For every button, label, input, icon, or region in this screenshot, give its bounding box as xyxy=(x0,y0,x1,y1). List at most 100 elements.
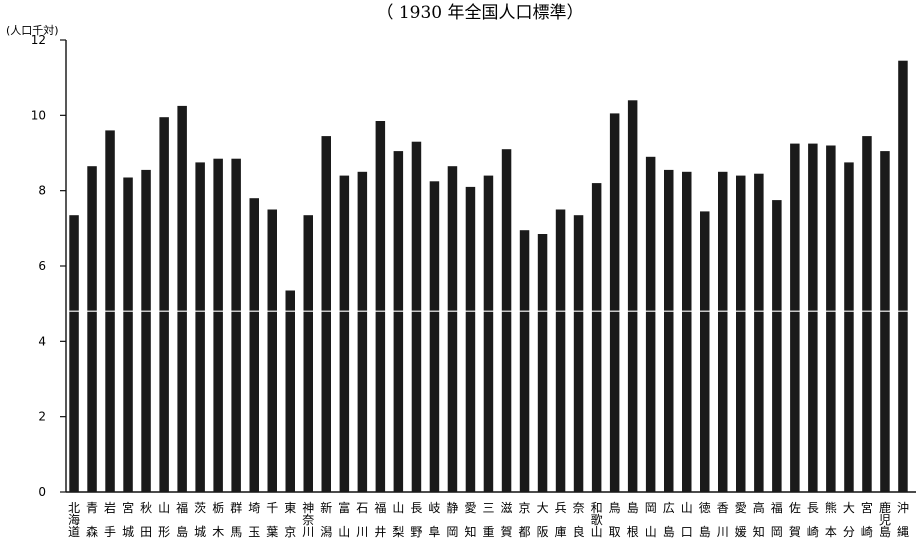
bar-鳥取 xyxy=(609,113,620,493)
x-tick-label-char: 栃 xyxy=(212,501,224,515)
bar-大分 xyxy=(844,162,854,492)
bar-北海道 xyxy=(69,215,79,492)
x-tick-label-char: 沖 xyxy=(897,501,909,515)
x-tick-label-char: 手 xyxy=(104,525,116,539)
x-tick-label-char: 梨 xyxy=(392,525,404,539)
bar-長野 xyxy=(411,141,422,492)
y-tick-label: 8 xyxy=(38,184,46,198)
x-tick-label-char: 城 xyxy=(194,525,206,539)
x-tick-label-char: 分 xyxy=(843,525,855,539)
bar-岐阜 xyxy=(429,181,440,493)
x-tick-label-char: 奈 xyxy=(573,501,585,515)
bar-群馬 xyxy=(231,158,241,492)
x-tick-label-char: 北 xyxy=(68,501,80,515)
bar-福井 xyxy=(375,121,386,492)
x-tick-label-char: 高 xyxy=(753,500,765,515)
x-tick-label-char: 福 xyxy=(771,500,783,515)
x-tick-label-char: 良 xyxy=(573,524,585,539)
x-tick-label-char: 香 xyxy=(717,501,729,515)
x-tick-label-char: 徳 xyxy=(699,500,711,515)
bar-鹿児島 xyxy=(880,151,890,492)
x-tick-label-char: 青 xyxy=(86,501,98,515)
y-tick-label: 0 xyxy=(38,485,46,499)
bar-静岡 xyxy=(447,166,458,492)
x-tick-label-char: 児 xyxy=(879,513,891,527)
x-tick-label-char: 愛 xyxy=(464,501,476,515)
x-tick-label-char: 城 xyxy=(122,525,134,539)
bar-東京 xyxy=(285,290,295,492)
x-tick-label-char: 川 xyxy=(356,525,368,539)
y-tick-label: 2 xyxy=(38,410,46,424)
bar-和歌山 xyxy=(591,183,602,492)
x-tick-label-char: 群 xyxy=(230,501,242,515)
x-tick-label-char: 葉 xyxy=(266,525,278,539)
bar-愛媛 xyxy=(736,175,746,492)
x-tick-label-char: 埼 xyxy=(248,501,260,515)
x-tick-label-char: 石 xyxy=(356,501,368,515)
x-tick-label-char: 都 xyxy=(518,525,530,539)
x-tick-label-char: 神 xyxy=(302,501,314,515)
x-tick-label-char: 京 xyxy=(518,501,530,515)
x-tick-label-char: 山 xyxy=(338,525,350,539)
x-tick-label-char: 玉 xyxy=(248,525,260,539)
x-tick-label-char: 阜 xyxy=(428,525,440,539)
chart-title: （ 1930 年全国人口標準） xyxy=(376,3,583,23)
bar-香川 xyxy=(718,171,728,493)
x-tick-label-char: 和 xyxy=(591,501,603,515)
x-tick-label-char: 重 xyxy=(482,525,494,539)
x-tick-label-char: 縄 xyxy=(897,524,909,539)
bar-山口 xyxy=(682,171,692,493)
x-tick-label-char: 宮 xyxy=(861,500,873,515)
x-tick-label-char: 福 xyxy=(176,500,188,515)
x-tick-label-char: 広 xyxy=(663,501,675,515)
x-tick-label-char: 賀 xyxy=(500,525,512,539)
x-tick-label-char: 山 xyxy=(681,501,693,515)
y-axis-label: (人口千対) xyxy=(6,23,59,37)
x-tick-label-char: 京 xyxy=(284,525,296,539)
x-tick-label-char: 奈 xyxy=(302,513,314,527)
y-tick-label: 4 xyxy=(38,334,46,348)
bar-沖縄 xyxy=(898,60,908,492)
x-tick-label-char: 宮 xyxy=(122,500,134,515)
x-tick-label-char: 崎 xyxy=(861,525,873,539)
x-tick-label-char: 本 xyxy=(825,525,837,539)
x-tick-label-char: 川 xyxy=(302,525,314,539)
x-tick-label-char: 井 xyxy=(374,525,386,539)
bar-長崎 xyxy=(808,143,818,492)
x-tick-label-char: 兵 xyxy=(555,501,567,515)
bar-岡山 xyxy=(645,156,656,493)
bar-秋田 xyxy=(141,169,151,492)
x-tick-label-char: 歌 xyxy=(591,512,603,527)
bar-兵庫 xyxy=(555,209,566,492)
x-tick-label-char: 島 xyxy=(627,500,639,515)
bar-高知 xyxy=(754,173,764,492)
x-tick-label-char: 長 xyxy=(410,501,422,515)
x-tick-label-char: 口 xyxy=(681,525,693,539)
bar-青森 xyxy=(87,166,97,492)
bar-埼玉 xyxy=(249,198,259,492)
x-tick-label-char: 大 xyxy=(537,501,549,515)
x-tick-label-char: 潟 xyxy=(320,525,332,539)
x-tick-label-char: 愛 xyxy=(735,501,747,515)
x-tick-label-char: 知 xyxy=(464,525,476,539)
x-tick-label-char: 山 xyxy=(158,501,170,515)
bar-神奈川 xyxy=(303,215,313,492)
x-tick-label-char: 静 xyxy=(446,501,458,515)
x-tick-label-char: 馬 xyxy=(230,525,242,539)
x-tick-label-char: 岩 xyxy=(104,500,116,515)
y-tick-group: 0 2 4 6 8 10 12 xyxy=(31,33,66,499)
x-tick-label-char: 山 xyxy=(645,525,657,539)
x-tick-label-char: 秋 xyxy=(140,501,152,515)
bar-石川 xyxy=(357,171,368,493)
x-tick-label-char: 木 xyxy=(212,525,224,539)
x-tick-label-char: 鹿 xyxy=(879,500,891,515)
bar-宮城 xyxy=(123,177,133,492)
x-tick-label-char: 島 xyxy=(663,524,675,539)
x-tick-label-char: 取 xyxy=(609,525,621,539)
x-tick-label-char: 岡 xyxy=(645,501,657,515)
x-tick-label-char: 島 xyxy=(699,524,711,539)
x-tick-label-char: 田 xyxy=(140,525,152,539)
bar-京都 xyxy=(519,230,530,492)
x-tick-label-char: 崎 xyxy=(807,525,819,539)
